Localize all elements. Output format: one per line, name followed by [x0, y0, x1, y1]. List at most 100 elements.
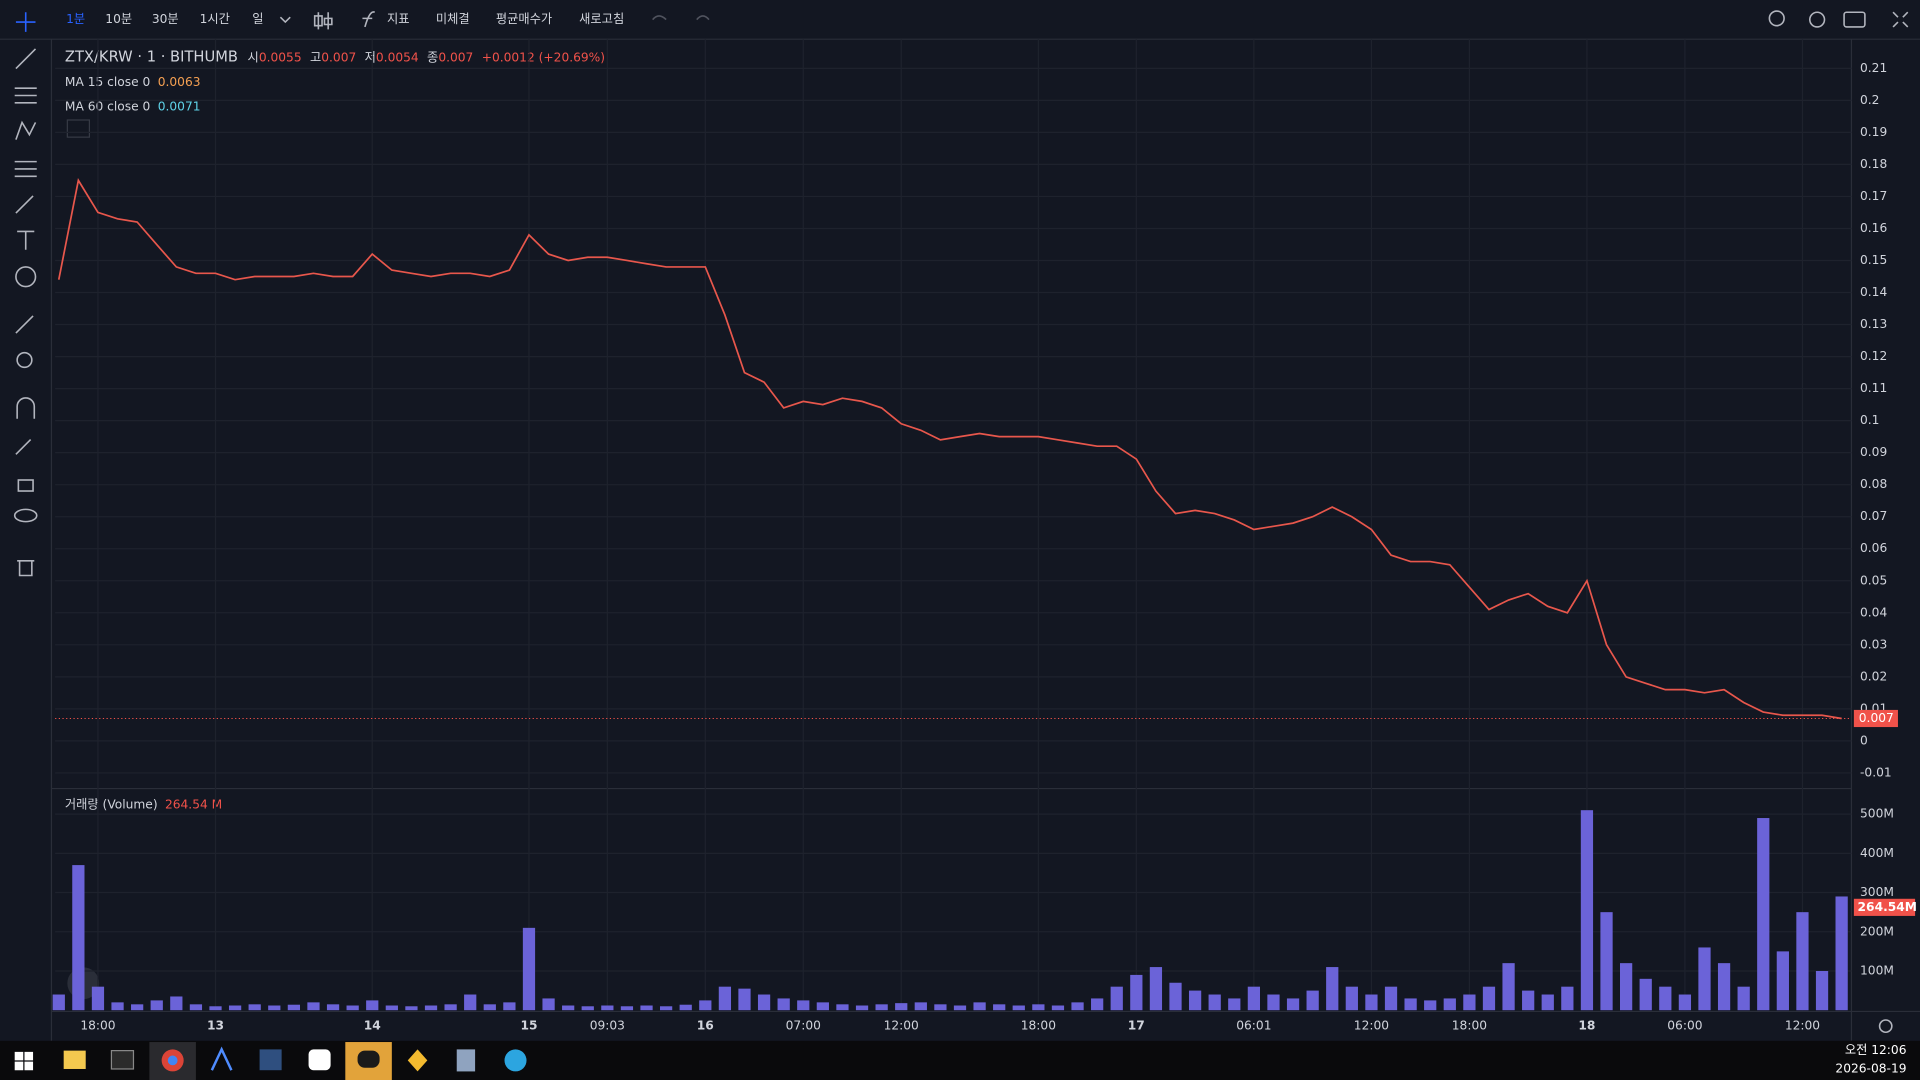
- search-icon[interactable]: [1768, 10, 1785, 27]
- volume-bar: [875, 1004, 888, 1011]
- axis-settings[interactable]: [1878, 1019, 1893, 1034]
- interval-button[interactable]: 일: [252, 12, 263, 26]
- y-tick-label: 0.04: [1860, 605, 1887, 619]
- interval-button[interactable]: 30분: [152, 12, 179, 26]
- interval-button[interactable]: 10분: [105, 12, 132, 26]
- app-icon[interactable]: [210, 1046, 233, 1071]
- volume-bar: [1208, 994, 1221, 1011]
- y-tick-label: 0.03: [1860, 637, 1887, 651]
- volume-bar: [1424, 1000, 1437, 1011]
- volume-bar: [1149, 967, 1163, 1011]
- telegram-icon[interactable]: [504, 1049, 527, 1072]
- brush-tool[interactable]: [15, 195, 34, 214]
- ma-value: 0.0063: [158, 75, 201, 89]
- x-tick-label: 12:00: [1354, 1019, 1389, 1033]
- candle-type-icon[interactable]: [313, 12, 333, 30]
- lock-tool[interactable]: [17, 479, 34, 492]
- y-tick-label: 0.19: [1860, 125, 1887, 139]
- volume-bar: [1012, 1005, 1025, 1011]
- volume-bar: [228, 1005, 242, 1011]
- collapse-button[interactable]: [66, 119, 90, 138]
- ohlc-value: 0.0054: [376, 50, 419, 64]
- y-tick-label: 100M: [1860, 963, 1894, 977]
- volume-bar: [1286, 998, 1300, 1011]
- terminal-icon[interactable]: [110, 1050, 135, 1070]
- hide-tool[interactable]: [13, 508, 38, 523]
- volume-bar: [973, 1002, 986, 1011]
- volume-bar: [1698, 947, 1711, 1011]
- x-tick-label: 14: [364, 1019, 381, 1033]
- start-button[interactable]: [14, 1051, 34, 1071]
- fib-tool[interactable]: [14, 87, 37, 104]
- symbol: ZTX/KRW · 1 · BITHUMB: [65, 49, 238, 66]
- toolbar-button[interactable]: 새로고침: [579, 12, 624, 26]
- volume-bar: [1169, 982, 1182, 1011]
- volume-bar: [738, 988, 751, 1011]
- last-volume-label: 264.54M: [1858, 900, 1917, 914]
- x-tick-label: 16: [697, 1019, 714, 1033]
- undo-redo[interactable]: [652, 15, 710, 21]
- toolbar-button[interactable]: 미체결: [436, 12, 470, 26]
- volume-legend: 거래량 (Volume) 264.54 M: [65, 797, 222, 811]
- y-tick-label: 0.2: [1860, 93, 1879, 107]
- volume-bar: [757, 994, 771, 1011]
- volume-bar: [1717, 963, 1731, 1011]
- last-price-label: 0.007: [1859, 711, 1894, 725]
- calculator-icon[interactable]: [456, 1049, 476, 1072]
- volume-bar: [1639, 978, 1652, 1011]
- interval-button[interactable]: 1분: [66, 12, 85, 26]
- volume-bar: [1365, 994, 1378, 1011]
- volume-bar: [855, 1005, 869, 1011]
- explorer-icon[interactable]: [63, 1050, 86, 1069]
- y-tick-label: 0.13: [1860, 317, 1887, 331]
- volume-bar: [1404, 998, 1417, 1011]
- volume-bar: [385, 1005, 398, 1011]
- volume-bar: [1620, 963, 1633, 1011]
- y-tick-label: 0.08: [1860, 477, 1887, 491]
- toolbar-button[interactable]: 평균매수가: [496, 12, 552, 26]
- delete-tool[interactable]: [17, 560, 35, 577]
- crosshair-icon[interactable]: [15, 12, 36, 32]
- pattern-tool[interactable]: [15, 120, 37, 140]
- clock-time: 오전 12:06: [1845, 1043, 1907, 1057]
- volume-bar: [660, 1006, 673, 1011]
- text-tool[interactable]: [17, 230, 35, 250]
- camera-icon[interactable]: [1843, 11, 1866, 28]
- y-tick-label: 500M: [1860, 807, 1894, 821]
- toolbar-button[interactable]: 지표: [387, 12, 410, 26]
- settings-icon[interactable]: [1809, 11, 1826, 28]
- magnet-tool[interactable]: [16, 397, 36, 419]
- volume-bar: [1757, 818, 1770, 1011]
- zoom-tool[interactable]: [16, 351, 33, 369]
- lock-draw-tool[interactable]: [15, 439, 32, 455]
- volume-bar: [464, 994, 477, 1011]
- volume-bar: [131, 1004, 144, 1011]
- prediction-tool[interactable]: [14, 160, 37, 178]
- interval-button[interactable]: 1시간: [200, 12, 230, 26]
- volume-bar: [993, 1004, 1006, 1011]
- ruler-tool[interactable]: [15, 315, 34, 334]
- y-tick-label: 0.21: [1860, 61, 1887, 75]
- kakao-icon[interactable]: [357, 1050, 380, 1068]
- volume-bar: [895, 1003, 908, 1011]
- volume-bar: [268, 1005, 281, 1011]
- last-volume-box: [1853, 898, 1916, 916]
- volume-bar: [1678, 994, 1692, 1011]
- app-icon[interactable]: [308, 1049, 331, 1071]
- emoji-tool[interactable]: [15, 266, 37, 288]
- indicator-icon[interactable]: [362, 11, 376, 28]
- volume-bar: [699, 1000, 712, 1011]
- app-icon[interactable]: [259, 1049, 282, 1071]
- binance-icon[interactable]: [407, 1049, 428, 1072]
- trendline-tool[interactable]: [15, 48, 37, 70]
- volume-bar: [1815, 970, 1829, 1011]
- volume-bar: [483, 1004, 496, 1011]
- volume-bar: [679, 1004, 692, 1011]
- dropdown-icon[interactable]: [279, 16, 291, 24]
- volume-name: 거래량 (Volume): [65, 797, 158, 811]
- fullscreen-icon[interactable]: [1892, 11, 1909, 28]
- y-tick-label: 400M: [1860, 846, 1894, 860]
- volume-bar: [816, 1002, 829, 1011]
- drawing-tools[interactable]: [13, 48, 38, 577]
